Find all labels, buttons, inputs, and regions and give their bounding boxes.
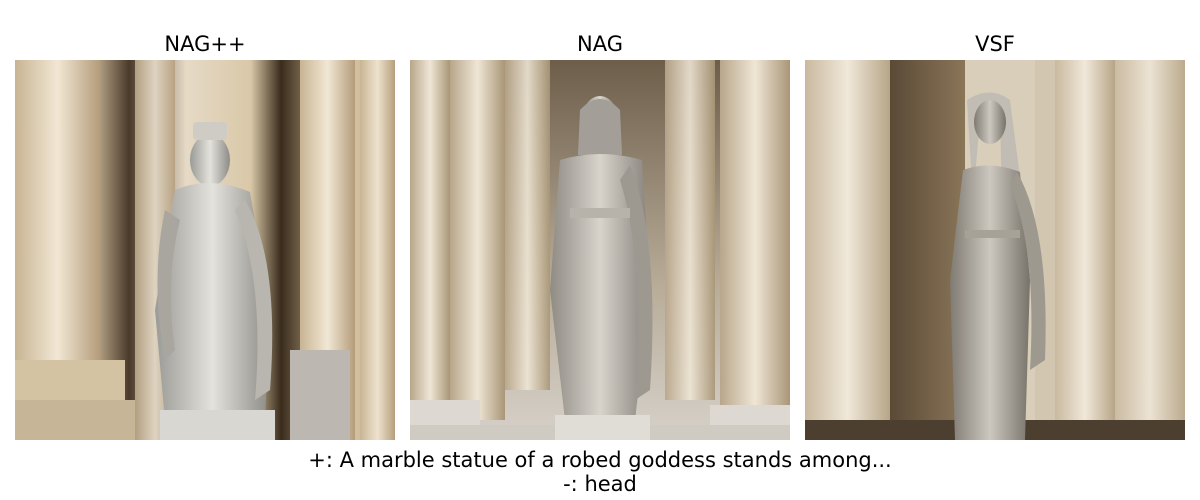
panel-title: VSF: [975, 32, 1015, 56]
statue-image: [410, 60, 790, 440]
positive-prompt: +: A marble statue of a robed goddess st…: [308, 448, 892, 472]
panel-nag: NAG: [410, 28, 790, 440]
statue-image: [805, 60, 1185, 440]
statue-image: [15, 60, 395, 440]
panel-vsf: VSF: [805, 28, 1185, 440]
figure-caption: +: A marble statue of a robed goddess st…: [0, 448, 1200, 496]
panel-title: NAG: [577, 32, 623, 56]
panel-nag-plus-plus: NAG++: [15, 28, 395, 440]
negative-prompt: -: head: [563, 472, 637, 496]
panel-title: NAG++: [164, 32, 246, 56]
